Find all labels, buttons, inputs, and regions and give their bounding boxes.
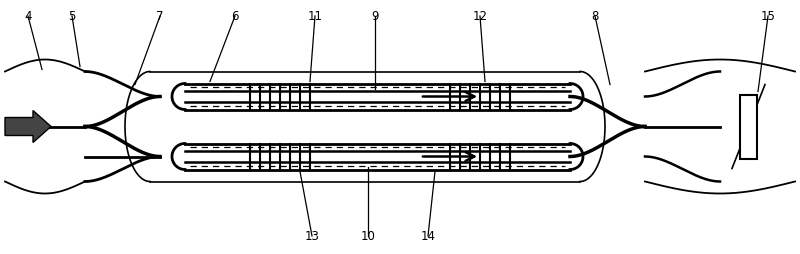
Text: 15: 15 <box>761 10 775 23</box>
Text: 8: 8 <box>591 10 598 23</box>
Text: 13: 13 <box>305 230 319 243</box>
Text: 12: 12 <box>473 10 487 23</box>
Text: 7: 7 <box>156 10 164 23</box>
Text: 10: 10 <box>361 230 375 243</box>
Text: 14: 14 <box>421 230 435 243</box>
Text: 5: 5 <box>68 10 76 23</box>
FancyArrow shape <box>5 111 51 143</box>
Bar <box>740 95 757 159</box>
Text: 4: 4 <box>24 10 32 23</box>
Text: 6: 6 <box>231 10 238 23</box>
Text: 9: 9 <box>371 10 378 23</box>
Text: 11: 11 <box>307 10 322 23</box>
